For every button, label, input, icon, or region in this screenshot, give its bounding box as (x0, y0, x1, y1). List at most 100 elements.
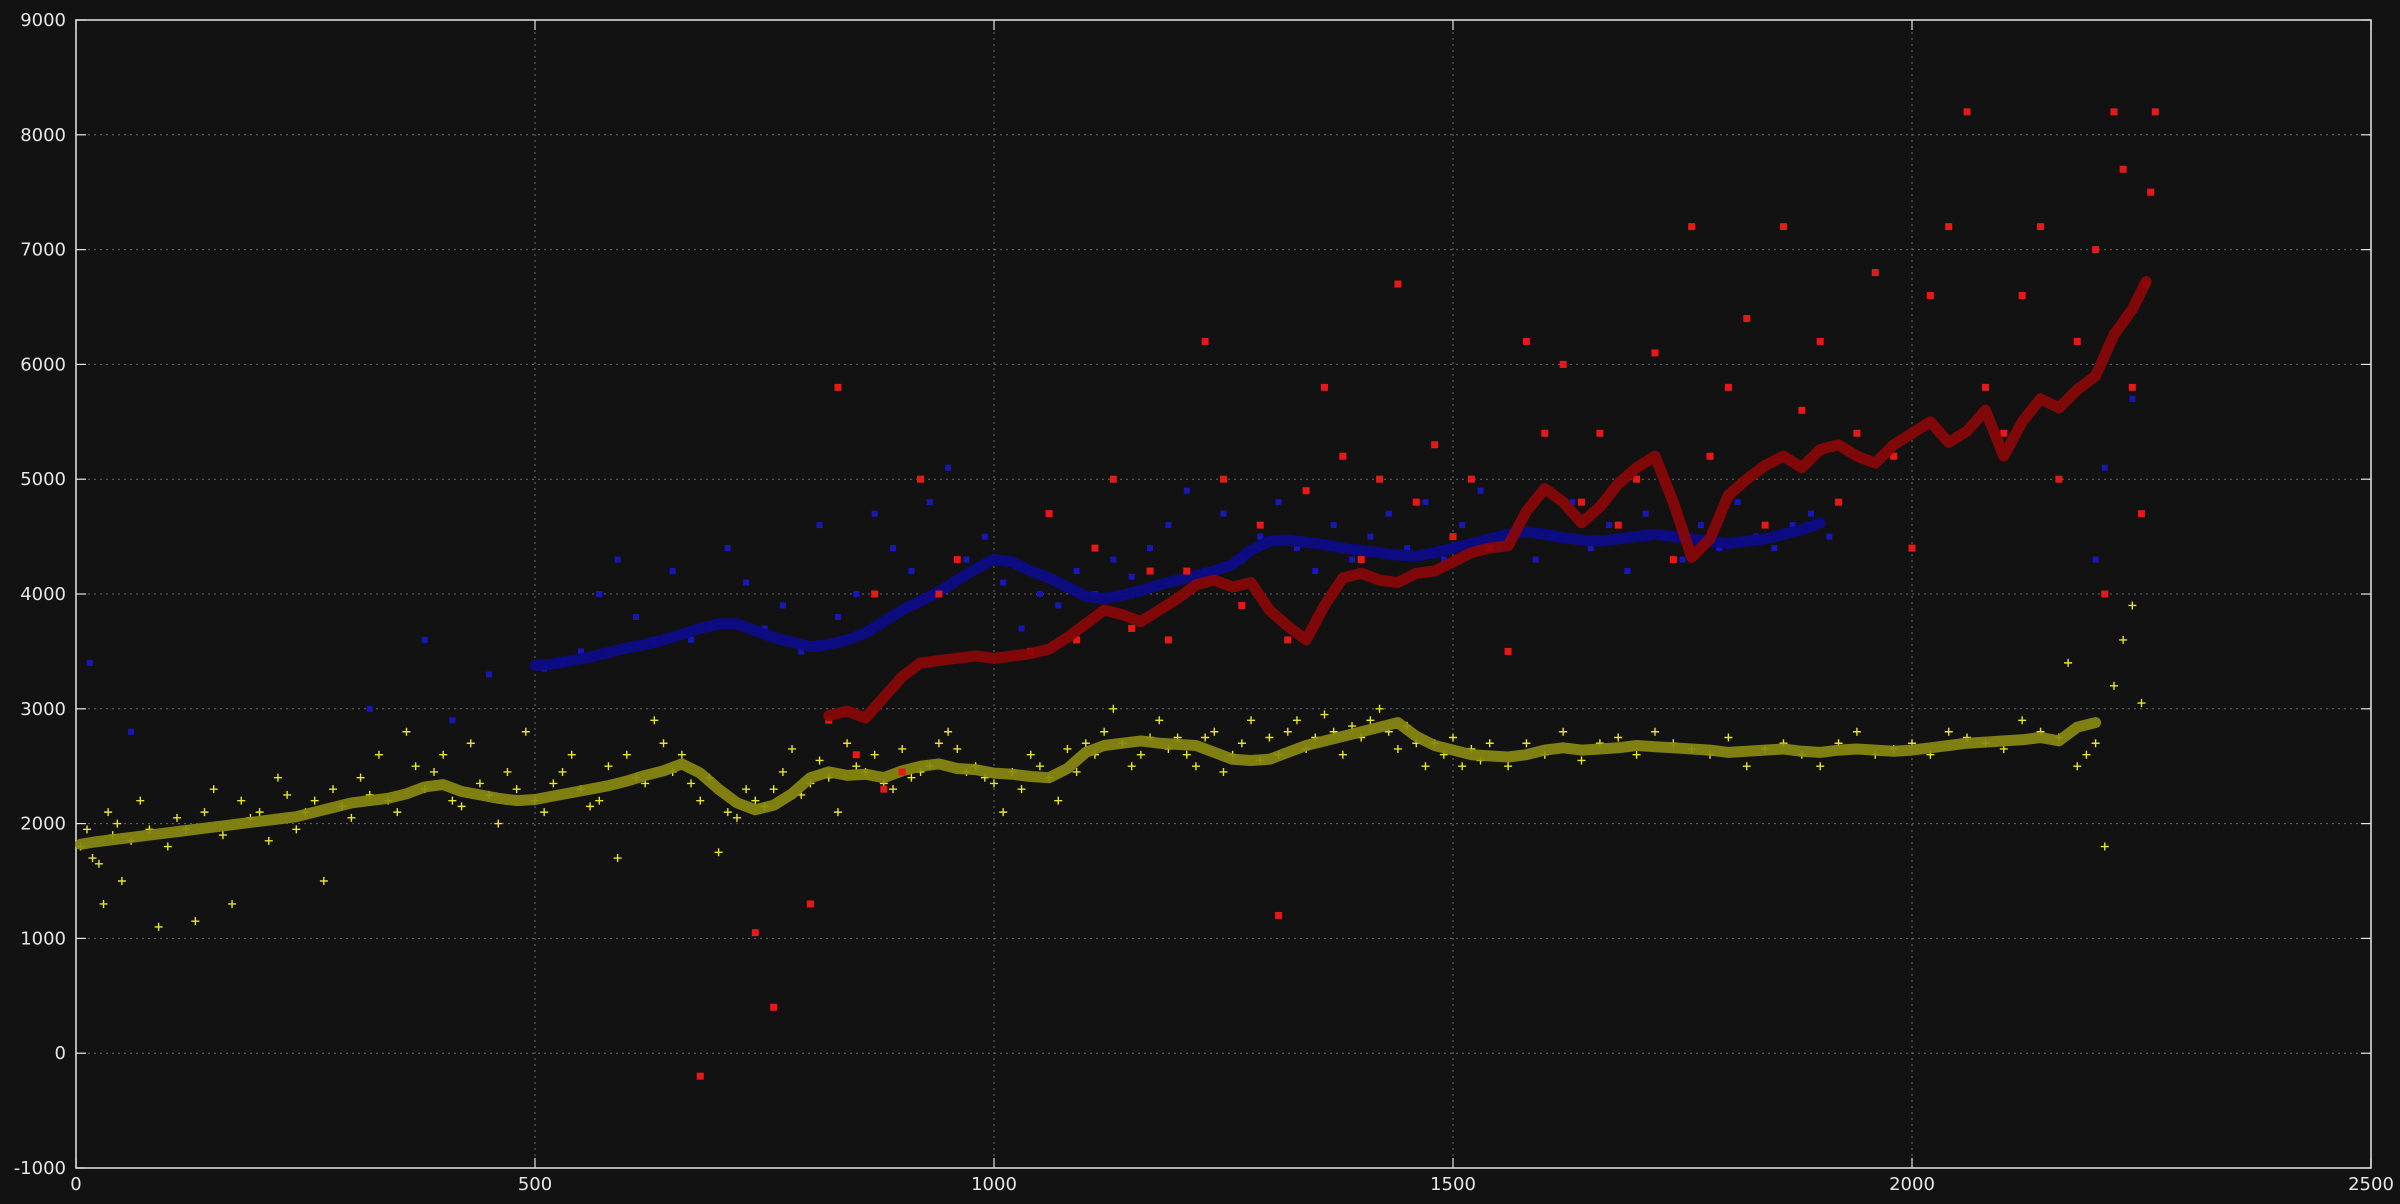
data-point (1000, 579, 1007, 586)
data-point (1367, 533, 1374, 540)
data-point (200, 808, 209, 817)
data-point (1275, 499, 1282, 506)
data-point (2073, 337, 2081, 345)
data-point (1485, 739, 1494, 748)
data-point (1219, 767, 1228, 776)
data-point (1394, 280, 1402, 288)
data-point (1808, 510, 1815, 517)
data-point (549, 779, 558, 788)
data-point (1852, 727, 1861, 736)
data-point (1771, 545, 1778, 552)
data-point (503, 767, 512, 776)
data-point (1284, 636, 1292, 644)
data-point (163, 842, 172, 851)
data-point (1256, 521, 1264, 529)
data-point (2064, 658, 2073, 667)
data-point (632, 613, 639, 620)
y-tick-label: 3000 (20, 699, 66, 720)
data-point (1853, 429, 1861, 437)
data-point (613, 854, 622, 863)
data-point (2000, 429, 2008, 437)
data-point (723, 808, 732, 817)
data-point (1734, 499, 1741, 506)
x-tick-label: 2000 (1889, 1174, 1935, 1195)
data-point (104, 808, 113, 817)
data-point (411, 762, 420, 771)
data-point (540, 808, 549, 817)
data-point (1349, 556, 1356, 563)
data-point (1366, 716, 1375, 725)
data-point (2091, 739, 2100, 748)
data-point (1688, 223, 1696, 231)
data-point (963, 556, 970, 563)
data-point (475, 779, 484, 788)
data-point (1706, 452, 1714, 460)
data-point (890, 545, 897, 552)
data-point (1440, 556, 1447, 563)
data-point (677, 750, 686, 759)
data-point (2110, 108, 2118, 116)
data-point (1522, 337, 1530, 345)
data-point (1908, 544, 1916, 552)
x-tick-label: 500 (518, 1174, 552, 1195)
data-point (1816, 337, 1824, 345)
data-point (1945, 223, 1953, 231)
data-point (1431, 441, 1439, 449)
data-point (944, 727, 953, 736)
data-point (292, 825, 301, 834)
data-point (512, 785, 521, 794)
data-point (834, 613, 841, 620)
data-point (852, 751, 860, 759)
data-point (1385, 510, 1392, 517)
data-point (1183, 487, 1190, 494)
data-point (347, 813, 356, 822)
data-point (595, 796, 604, 805)
data-point (1724, 383, 1732, 391)
data-point (1018, 625, 1025, 632)
data-point (999, 808, 1008, 817)
data-point (687, 779, 696, 788)
data-point (2092, 556, 2099, 563)
data-point (981, 533, 988, 540)
data-point (798, 648, 805, 655)
data-point (1577, 756, 1586, 765)
data-point (88, 854, 97, 863)
data-point (1055, 602, 1062, 609)
data-point (1633, 475, 1641, 483)
data-point (779, 602, 786, 609)
data-point (1201, 337, 1209, 345)
data-point (953, 744, 962, 753)
data-point (714, 848, 723, 857)
data-point (457, 802, 466, 811)
data-point (1265, 733, 1274, 742)
data-point (255, 808, 264, 817)
data-point (1147, 545, 1154, 552)
data-point (926, 499, 933, 506)
y-tick-label: 5000 (20, 469, 66, 490)
data-point (356, 773, 365, 782)
data-point (1109, 704, 1118, 713)
data-point (1072, 767, 1081, 776)
data-point (806, 900, 814, 908)
data-point (2147, 188, 2155, 196)
data-point (1614, 521, 1622, 529)
data-point (439, 750, 448, 759)
data-point (2082, 750, 2091, 759)
data-point (1614, 733, 1623, 742)
data-point (934, 739, 943, 748)
data-point (1459, 522, 1466, 529)
data-point (1651, 349, 1659, 357)
data-point (1220, 510, 1227, 517)
data-point (1944, 727, 1953, 736)
data-point (466, 739, 475, 748)
data-point (1716, 545, 1723, 552)
data-point (1376, 475, 1384, 483)
data-point (853, 591, 860, 597)
data-point (329, 785, 338, 794)
data-point (1201, 733, 1210, 742)
series-2 (86, 395, 2136, 735)
data-point (843, 739, 852, 748)
data-point (1679, 556, 1686, 563)
